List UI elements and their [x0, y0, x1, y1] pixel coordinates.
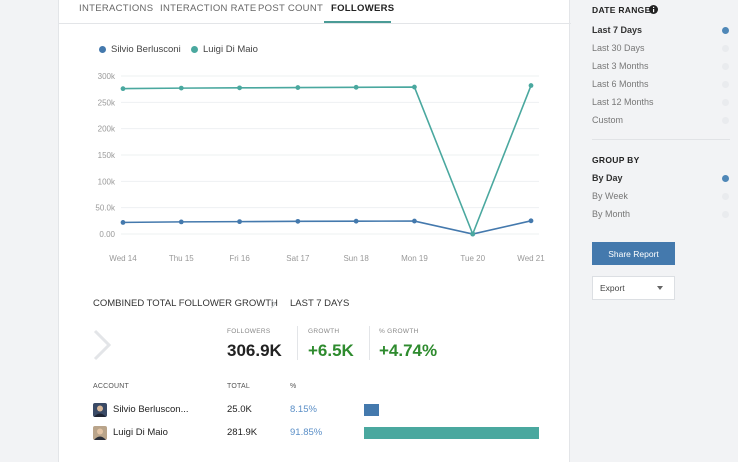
legend-dot — [99, 46, 106, 53]
tab-post-count[interactable]: POST COUNT — [258, 3, 324, 14]
account-total: 25.0K — [227, 404, 252, 415]
y-tick-label: 150k — [98, 151, 116, 160]
group-by-radio[interactable] — [722, 193, 729, 200]
group-by-option[interactable]: By Week — [592, 191, 628, 201]
date-range-radio[interactable] — [722, 81, 729, 88]
data-point[interactable] — [412, 84, 417, 90]
main-panel: INTERACTIONS INTERACTION RATE POST COUNT… — [58, 0, 571, 462]
y-tick-label: 300k — [98, 72, 116, 81]
account-pct: 8.15% — [290, 404, 317, 415]
date-range-option[interactable]: Last 12 Months — [592, 97, 654, 107]
y-tick-label: 100k — [98, 177, 116, 186]
data-point[interactable] — [412, 218, 417, 224]
date-range-option[interactable]: Last 3 Months — [592, 61, 649, 71]
date-range-radio[interactable] — [722, 117, 729, 124]
date-range-option[interactable]: Last 30 Days — [592, 43, 645, 53]
date-range-option[interactable]: Last 7 Days — [592, 25, 643, 35]
y-tick-label: 250k — [98, 98, 116, 107]
tab-interactions[interactable]: INTERACTIONS — [79, 3, 154, 14]
stat-followers-label: FOLLOWERS — [227, 328, 271, 335]
data-point[interactable] — [353, 218, 359, 224]
account-pct: 91.85% — [290, 427, 323, 438]
sidebar: DATE RANGE Last 7 Days Last 30 Days Last 3… — [578, 0, 738, 462]
data-point[interactable] — [178, 219, 184, 225]
followers-line-chart: 300k 250k 200k 150k 100k 50.0k 0.00 Wed 14 Thu 1… — [95, 72, 545, 263]
tab-followers[interactable]: FOLLOWERS — [331, 3, 395, 14]
data-point[interactable] — [120, 220, 126, 225]
growth-period: LAST 7 DAYS — [290, 298, 350, 309]
export-label: Export — [600, 283, 625, 293]
y-tick-label: 0.00 — [99, 230, 115, 239]
date-range-title: DATE RANGE — [592, 5, 651, 15]
data-point[interactable] — [295, 85, 301, 90]
chevron-right-icon — [270, 299, 276, 309]
stat-followers-value: 306.9K — [227, 341, 282, 360]
avatar — [93, 403, 107, 417]
series-line-0 — [122, 220, 532, 235]
data-point[interactable] — [528, 83, 534, 88]
date-range-radio[interactable] — [722, 45, 729, 52]
legend-dot — [191, 46, 198, 53]
chevron-right-large-icon — [93, 329, 112, 361]
chevron-down-icon — [657, 286, 663, 290]
date-range-radio[interactable] — [722, 99, 729, 106]
y-tick-label: 50.0k — [95, 204, 116, 213]
x-tick-label: Sat 17 — [286, 254, 310, 263]
data-point[interactable] — [470, 231, 476, 237]
date-range-radio[interactable] — [722, 27, 729, 34]
account-total: 281.9K — [227, 427, 258, 438]
legend-label: Silvio Berlusconi — [111, 44, 181, 55]
export-dropdown[interactable]: Export — [592, 276, 675, 300]
x-tick-label: Fri 16 — [229, 254, 250, 263]
group-by-radio[interactable] — [722, 175, 729, 182]
info-icon[interactable] — [649, 5, 658, 14]
data-point[interactable] — [237, 219, 242, 225]
share-bar — [364, 404, 379, 416]
group-by-title: GROUP BY — [592, 155, 640, 165]
col-header-pct: % — [290, 383, 297, 390]
account-name[interactable]: Luigi Di Maio — [113, 427, 168, 438]
group-by-option[interactable]: By Day — [592, 173, 623, 183]
account-name[interactable]: Silvio Berluscon... — [113, 404, 189, 415]
data-point[interactable] — [353, 84, 359, 90]
data-point[interactable] — [178, 85, 184, 91]
x-tick-label: Tue 20 — [460, 254, 485, 263]
share-report-button[interactable]: Share Report — [592, 242, 675, 265]
col-header-total: TOTAL — [227, 383, 250, 390]
group-by-option[interactable]: By Month — [592, 209, 631, 219]
data-point[interactable] — [528, 218, 534, 224]
x-tick-label: Wed 21 — [517, 254, 545, 263]
data-point[interactable] — [295, 218, 301, 224]
divider — [369, 326, 370, 360]
stat-pct-growth-label: % GROWTH — [379, 328, 419, 335]
legend-item-berlusconi[interactable]: Silvio Berlusconi — [99, 44, 181, 55]
group-by-radio[interactable] — [722, 211, 729, 218]
x-tick-label: Mon 19 — [401, 254, 428, 263]
x-tick-label: Sun 18 — [343, 254, 369, 263]
avatar — [93, 426, 107, 440]
tab-interaction-rate[interactable]: INTERACTION RATE — [160, 3, 257, 14]
divider — [297, 326, 298, 360]
metric-tabs: INTERACTIONS INTERACTION RATE POST COUNT… — [59, 0, 571, 24]
stat-growth-value: +6.5K — [308, 341, 354, 360]
col-header-account: ACCOUNT — [93, 383, 130, 390]
series-line-1 — [122, 85, 532, 237]
date-range-option[interactable]: Last 6 Months — [592, 79, 649, 89]
data-point[interactable] — [237, 85, 242, 91]
growth-title: COMBINED TOTAL FOLLOWER GROWTH — [93, 298, 278, 309]
date-range-option[interactable]: Custom — [592, 115, 624, 125]
x-tick-label: Thu 15 — [169, 254, 194, 263]
y-tick-label: 200k — [98, 125, 116, 134]
share-bar — [364, 427, 539, 439]
stat-pct-growth-value: +4.74% — [379, 341, 438, 360]
stat-growth-label: GROWTH — [308, 328, 340, 335]
date-range-radio[interactable] — [722, 63, 729, 70]
legend-label: Luigi Di Maio — [203, 44, 258, 55]
data-point[interactable] — [120, 86, 126, 92]
divider — [592, 139, 730, 140]
active-tab-indicator — [324, 21, 391, 23]
legend-item-dimaio[interactable]: Luigi Di Maio — [191, 44, 258, 55]
x-tick-label: Wed 14 — [109, 254, 137, 263]
